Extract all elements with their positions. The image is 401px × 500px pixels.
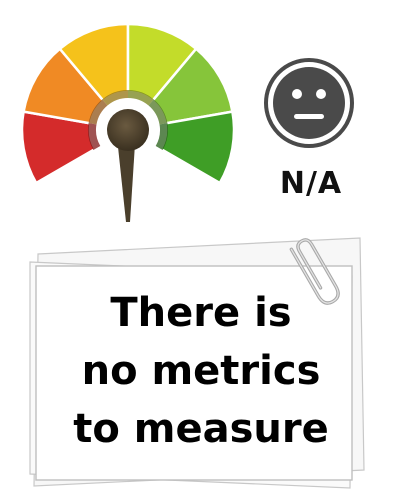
gauge-inner-segment — [155, 123, 168, 150]
gauge-inner-segment — [148, 99, 168, 125]
note-message: There is no metrics to measure — [40, 284, 362, 458]
gauge-segment — [159, 110, 236, 185]
gauge-inner-segment — [88, 99, 108, 125]
gauge-inner-ring — [87, 90, 168, 150]
note-line-1: There is — [110, 290, 292, 336]
gauge-inner-segment — [87, 123, 101, 150]
speedometer-gauge-icon — [20, 22, 236, 222]
na-status-label: N/A — [279, 166, 343, 201]
gauge-inner-segment — [128, 90, 154, 106]
sticky-note: There is no metrics to measure — [0, 232, 401, 500]
gauge-inner-segment — [102, 90, 128, 106]
note-front-sheet — [35, 265, 353, 481]
gauge-needle — [116, 128, 136, 222]
note-line-3: to measure — [73, 406, 329, 452]
note-line-2: no metrics — [81, 348, 321, 394]
paperclip-icon — [289, 238, 340, 305]
neutral-face-icon — [264, 58, 354, 148]
gauge-hub — [107, 109, 149, 151]
